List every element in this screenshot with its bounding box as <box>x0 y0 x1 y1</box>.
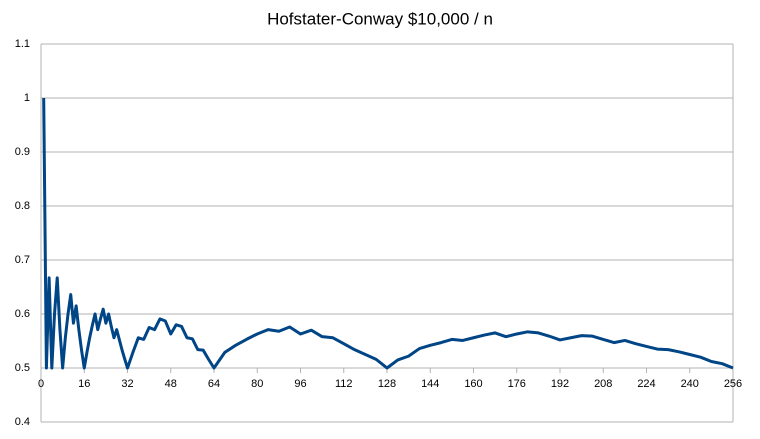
x-tick-label: 128 <box>378 378 396 390</box>
x-tick-label: 224 <box>637 378 655 390</box>
y-tick-label: 0.6 <box>15 308 30 320</box>
y-tick-label: 1.1 <box>15 38 30 50</box>
x-tick-label: 48 <box>165 378 177 390</box>
x-tick-label: 96 <box>294 378 306 390</box>
x-tick-label: 112 <box>335 378 353 390</box>
y-tick-label: 0.7 <box>15 254 30 266</box>
x-tick-label: 240 <box>681 378 699 390</box>
x-tick-label: 176 <box>508 378 526 390</box>
x-tick-label: 256 <box>724 378 742 390</box>
x-tick-label: 144 <box>421 378 439 390</box>
y-tick-label: 0.4 <box>15 416 30 428</box>
data-line <box>42 97 734 370</box>
y-tick-label: 0.9 <box>15 146 30 158</box>
y-tick-label: 0.5 <box>15 362 30 374</box>
x-tick-label: 0 <box>38 378 44 390</box>
y-tick-label: 1 <box>24 92 30 104</box>
chart-title: Hofstater-Conway $10,000 / n <box>267 9 493 28</box>
x-tick-label: 32 <box>121 378 133 390</box>
x-tick-label: 208 <box>594 378 612 390</box>
x-tick-label: 16 <box>78 378 90 390</box>
x-tick-label: 192 <box>551 378 569 390</box>
x-tick-label: 160 <box>464 378 482 390</box>
x-tick-label: 80 <box>251 378 263 390</box>
y-tick-label: 0.8 <box>15 200 30 212</box>
x-tick-label: 64 <box>208 378 220 390</box>
